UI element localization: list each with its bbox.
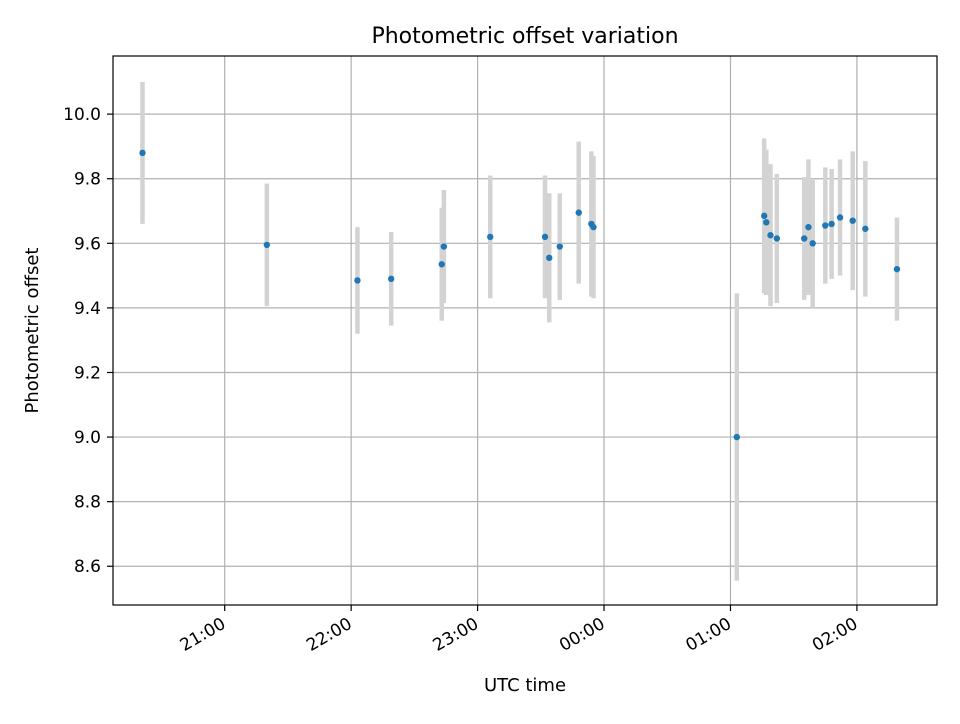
grid-layer: [113, 56, 937, 605]
x-tick-label: 23:00: [430, 614, 482, 656]
data-point: [809, 240, 816, 247]
x-tick-label: 21:00: [177, 614, 229, 656]
data-point: [263, 241, 271, 249]
data-point: [733, 433, 740, 441]
y-tick-label: 9.2: [74, 363, 101, 383]
x-tick-label: 01:00: [683, 614, 735, 656]
y-axis-label: Photometric offset: [22, 248, 43, 414]
plot-frame: [112, 55, 938, 606]
x-tick-label: 22:00: [303, 614, 355, 656]
data-point: [487, 233, 494, 241]
y-tick-label: 8.8: [74, 493, 101, 513]
data-point: [836, 214, 844, 221]
y-tick-label: 9.6: [74, 234, 101, 254]
errorbar-layer: [140, 81, 900, 581]
data-point: [556, 243, 563, 250]
data-point: [760, 212, 768, 220]
data-point: [387, 275, 395, 283]
data-point: [805, 223, 812, 231]
data-point: [354, 277, 361, 284]
data-point: [849, 217, 856, 224]
tick-layer: 8.6 8.8 9.0 9.2 9.4 9.6 9.8 10.0 21:00 22:00 23:00…: [63, 105, 861, 656]
point-layer: [139, 149, 901, 441]
data-point: [541, 233, 549, 241]
data-point: [767, 232, 774, 239]
data-point: [801, 235, 808, 242]
x-tick-label: 00:00: [556, 614, 608, 656]
data-point: [575, 209, 582, 216]
data-point: [139, 149, 146, 157]
y-tick-label: 9.0: [74, 428, 101, 448]
data-point: [440, 243, 448, 250]
y-tick-label: 8.6: [74, 557, 101, 577]
y-tick-label: 9.4: [74, 299, 101, 319]
data-point: [546, 254, 553, 262]
x-axis-label: UTC time: [484, 675, 566, 696]
data-point: [438, 261, 445, 268]
data-point: [893, 265, 901, 273]
data-point: [828, 220, 835, 228]
y-tick-label: 10.0: [63, 105, 101, 125]
data-point: [862, 225, 869, 232]
data-point: [773, 235, 781, 242]
data-point: [763, 219, 770, 226]
data-point: [590, 223, 597, 231]
x-tick-label: 02:00: [809, 614, 861, 656]
y-tick-label: 9.8: [74, 170, 101, 190]
chart-title: Photometric offset variation: [371, 24, 678, 49]
data-point: [822, 222, 829, 229]
